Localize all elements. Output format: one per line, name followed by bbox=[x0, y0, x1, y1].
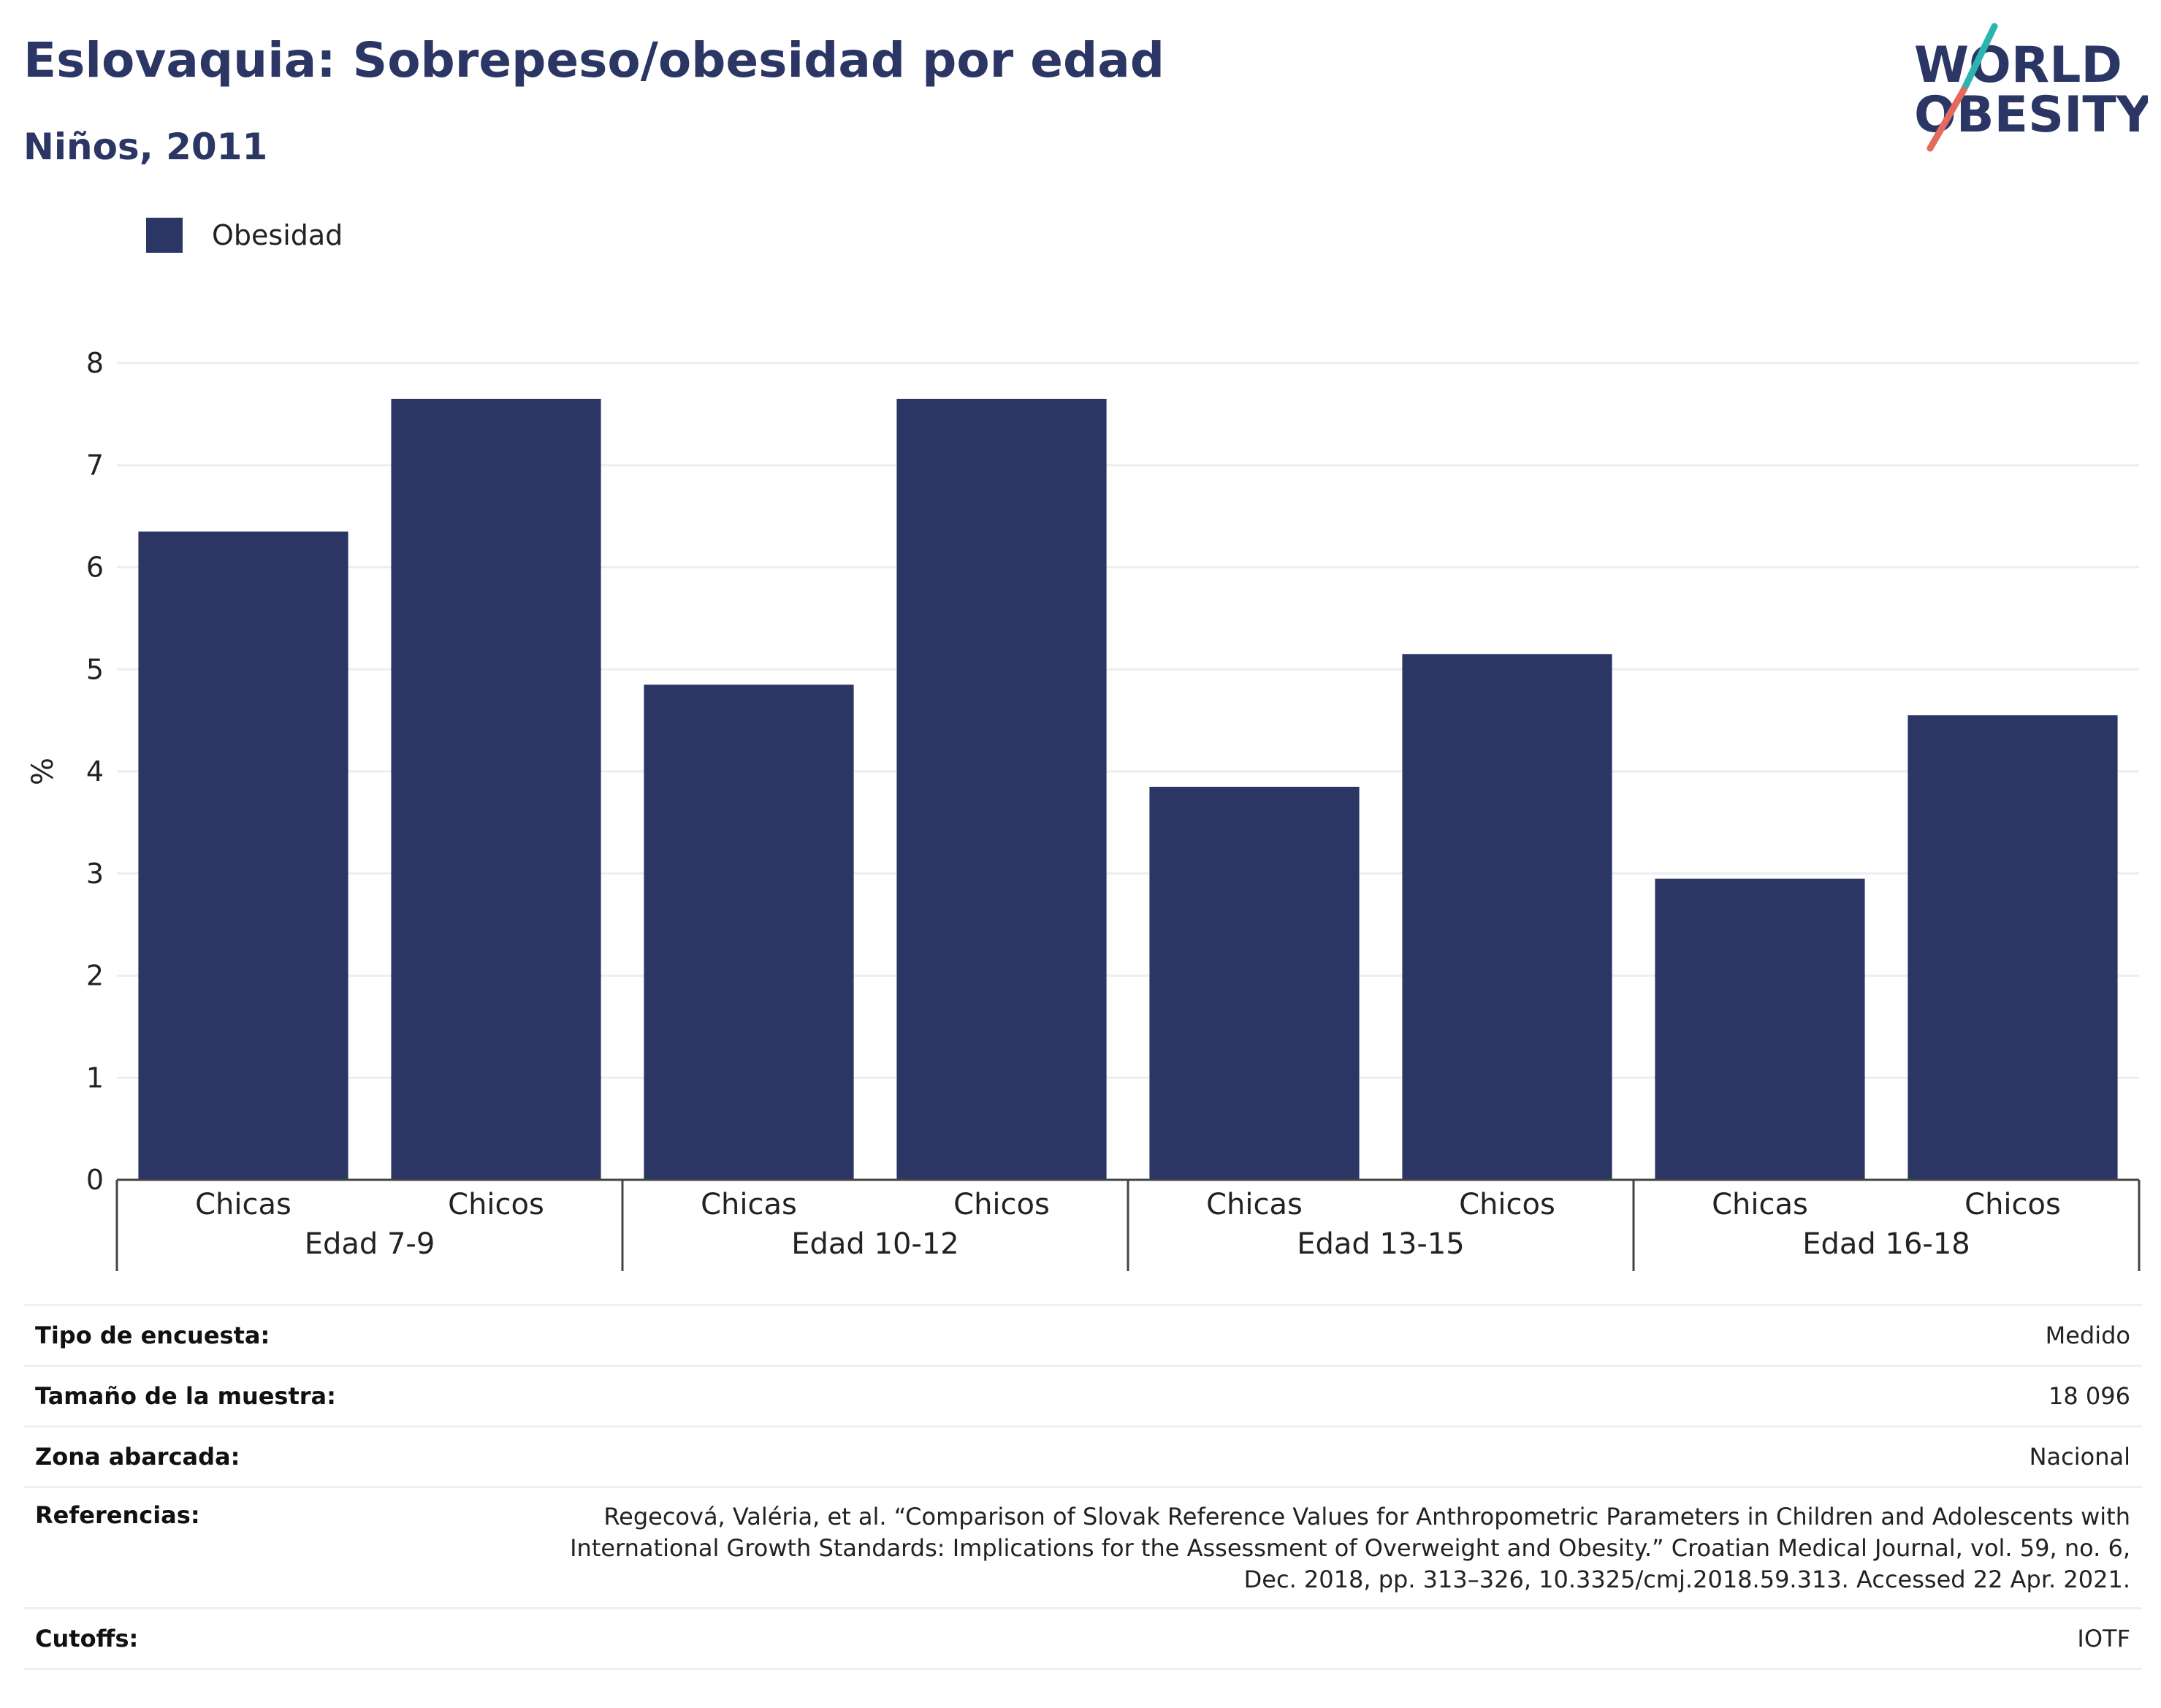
info-key: Referencias: bbox=[35, 1501, 200, 1529]
group-label: Edad 13-15 bbox=[1297, 1227, 1465, 1261]
info-row-survey-type: Tipo de encuesta: Medido bbox=[23, 1304, 2142, 1365]
bar bbox=[391, 398, 601, 1180]
y-tick-label: 6 bbox=[86, 552, 104, 584]
x-tick-label: Chicos bbox=[953, 1188, 1050, 1221]
bar-chart: 0 1 2 3 4 5 6 7 8% Chicas Chicos Edad 7-9 Chicas Chic… bbox=[26, 347, 2141, 1271]
logo-slash-teal bbox=[1960, 23, 1998, 94]
x-tick-label: Chicos bbox=[1964, 1188, 2061, 1221]
bar bbox=[1907, 715, 2118, 1180]
x-tick-label: Chicos bbox=[448, 1188, 544, 1221]
bar bbox=[896, 398, 1107, 1180]
y-tick-label: 7 bbox=[86, 449, 104, 481]
chart-title: Eslovaquia: Sobrepeso/obesidad por edad bbox=[23, 32, 1165, 88]
group-label: Edad 10-12 bbox=[791, 1227, 959, 1261]
y-tick-label: 2 bbox=[86, 960, 104, 992]
bar bbox=[1402, 654, 1612, 1180]
info-value: Nacional bbox=[2029, 1442, 2130, 1471]
group-label: Edad 16-18 bbox=[1802, 1227, 1970, 1261]
logo-line2: OBESITY bbox=[1914, 86, 2148, 144]
info-value: 18 096 bbox=[2048, 1381, 2130, 1410]
info-key: Tipo de encuesta: bbox=[35, 1322, 270, 1349]
info-row-cutoffs: Cutoffs: IOTF bbox=[23, 1607, 2142, 1670]
reference-line: Dec. 2018, pp. 313–326, 10.3325/cmj.2018… bbox=[1243, 1566, 2130, 1593]
x-tick-label: Chicos bbox=[1459, 1188, 1555, 1221]
chart-subtitle: Niños, 2011 bbox=[23, 126, 268, 168]
y-tick-label: 8 bbox=[86, 347, 104, 379]
bar bbox=[1149, 786, 1360, 1180]
bar bbox=[644, 685, 854, 1180]
reference-line: Regecová, Valéria, et al. “Comparison of… bbox=[603, 1503, 2130, 1530]
info-value-references: Regecová, Valéria, et al. “Comparison of… bbox=[570, 1501, 2142, 1595]
y-tick-label: 0 bbox=[86, 1164, 104, 1196]
legend: Obesidad bbox=[146, 218, 343, 253]
logo-slash-coral bbox=[1926, 86, 1967, 152]
y-axis-title: % bbox=[26, 758, 60, 785]
y-tick-label: 4 bbox=[86, 755, 104, 788]
info-value: Medido bbox=[2045, 1321, 2130, 1349]
x-tick-label: Chicas bbox=[195, 1188, 291, 1221]
y-tick-label: 1 bbox=[86, 1061, 104, 1094]
legend-label-obesidad: Obesidad bbox=[212, 219, 343, 251]
legend-swatch-obesidad bbox=[146, 218, 183, 253]
info-row-sample-size: Tamaño de la muestra: 18 096 bbox=[23, 1365, 2142, 1425]
logo-line1: WORLD bbox=[1914, 37, 2122, 94]
y-tick-label: 3 bbox=[86, 858, 104, 890]
reference-line: International Growth Standards: Implicat… bbox=[570, 1534, 2130, 1562]
x-tick-label: Chicas bbox=[1712, 1188, 1808, 1221]
info-key: Tamaño de la muestra: bbox=[35, 1382, 336, 1410]
world-obesity-logo: WORLD OBESITY bbox=[1899, 20, 2153, 159]
x-tick-label: Chicas bbox=[701, 1188, 797, 1221]
info-value: IOTF bbox=[2077, 1624, 2130, 1652]
bar bbox=[1655, 878, 1865, 1180]
info-key: Zona abarcada: bbox=[35, 1443, 240, 1471]
info-key: Cutoffs: bbox=[35, 1625, 139, 1652]
info-table: Tipo de encuesta: Medido Tamaño de la mu… bbox=[23, 1304, 2142, 1670]
y-tick-label: 5 bbox=[86, 653, 104, 685]
x-tick-label: Chicas bbox=[1206, 1188, 1303, 1221]
bar bbox=[138, 531, 348, 1180]
group-label: Edad 7-9 bbox=[305, 1227, 435, 1261]
info-row-area: Zona abarcada: Nacional bbox=[23, 1425, 2142, 1486]
info-row-references: Referencias: Regecová, Valéria, et al. “… bbox=[23, 1486, 2142, 1607]
